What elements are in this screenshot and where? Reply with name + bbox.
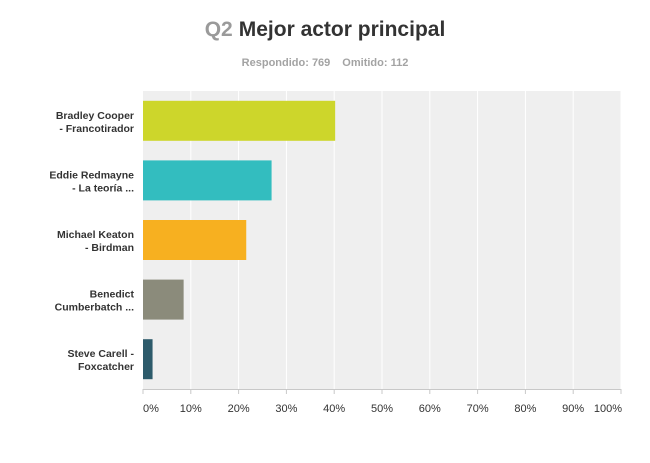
bar-1 (143, 100, 336, 141)
x-tick-label: 20% (228, 403, 250, 415)
category-label-2: Eddie Redmayne - La teoría ... (49, 169, 134, 194)
x-tick-label: 60% (419, 403, 441, 415)
bar-2 (143, 160, 272, 201)
bar-4 (143, 279, 184, 320)
category-label-line: Bradley Cooper (56, 110, 134, 122)
chart-title: Q2 Mejor actor principal (0, 18, 650, 42)
x-tick-label: 30% (275, 403, 297, 415)
bar-3 (143, 220, 247, 260)
question-id: Q2 (204, 18, 233, 41)
category-label-3: Michael Keaton - Birdman (57, 229, 134, 254)
x-tick-label: 80% (514, 403, 536, 415)
x-tick-label: 90% (562, 403, 584, 415)
answered-count: Respondido: 769 (241, 57, 331, 69)
bar-5 (143, 339, 153, 380)
x-tick-label: 50% (371, 403, 393, 415)
category-label-line: Michael Keaton (57, 229, 134, 241)
category-label-line: - La teoría ... (72, 182, 134, 194)
category-label-line: Eddie Redmayne (49, 169, 134, 181)
category-label-line: Foxcatcher (78, 361, 134, 373)
category-label-line: - Birdman (85, 242, 134, 254)
question-title: Mejor actor principal (238, 18, 446, 41)
x-tick-label: 100% (594, 403, 622, 415)
category-label-line: Steve Carell - (67, 348, 134, 360)
category-label-5: Steve Carell -Foxcatcher (67, 348, 134, 373)
x-tick-label: 40% (323, 403, 345, 415)
x-tick-label: 10% (180, 403, 202, 415)
category-label-line: Benedict (90, 289, 135, 301)
category-label-line: Cumberbatch ... (55, 302, 134, 314)
category-label-1: Bradley Cooper - Francotirador (56, 110, 134, 135)
category-label-line: - Francotirador (59, 123, 134, 135)
x-tick-label: 0% (143, 403, 159, 415)
response-summary: Respondido: 769 Omitido: 112 (0, 57, 650, 69)
x-tick-label: 70% (467, 403, 489, 415)
skipped-count: Omitido: 112 (342, 57, 409, 69)
category-label-4: Benedict Cumberbatch ... (55, 289, 135, 314)
